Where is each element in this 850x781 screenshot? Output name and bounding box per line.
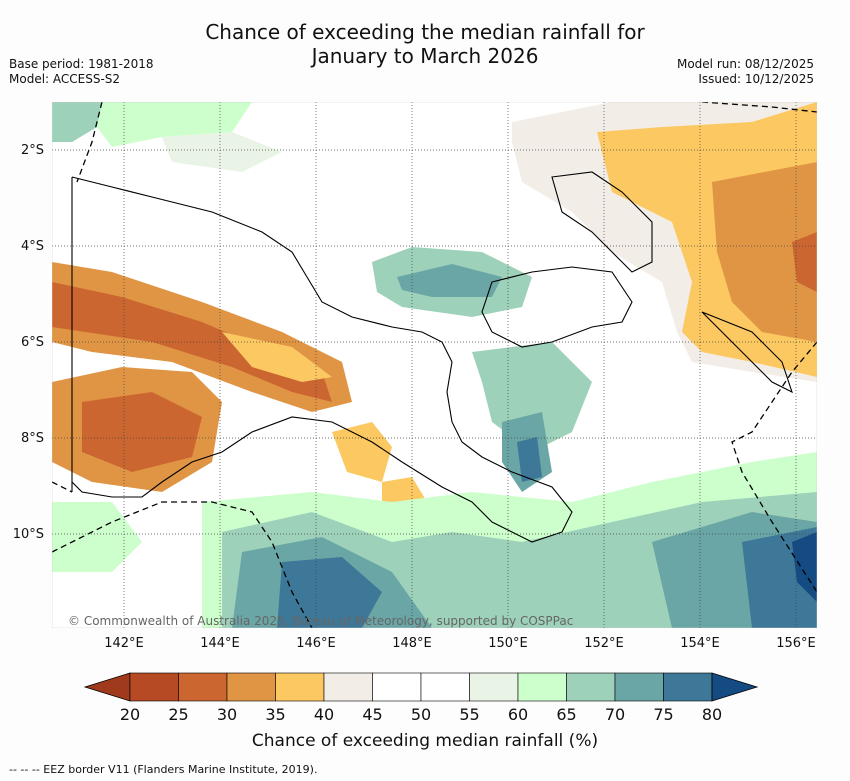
colorbar-tick-label: 45 bbox=[362, 705, 383, 724]
colorbar-tick-label: 65 bbox=[556, 705, 577, 724]
colorbar-cell bbox=[275, 672, 325, 702]
colorbar-tick-label: 60 bbox=[507, 705, 529, 724]
colorbar-tick-label: 40 bbox=[313, 705, 335, 724]
lat-label-8s: 8°S bbox=[20, 431, 44, 446]
lon-label-152e: 152°E bbox=[584, 636, 624, 651]
colorbar-extend-low bbox=[83, 672, 131, 702]
issued-date: Issued: 10/12/2025 bbox=[698, 72, 814, 86]
lat-label-2s: 2°S bbox=[20, 143, 44, 158]
lon-label-156e: 156°E bbox=[776, 636, 816, 651]
colorbar-tick-label: 80 bbox=[701, 705, 723, 724]
lat-label-6s: 6°S bbox=[20, 335, 44, 350]
lon-label-146e: 146°E bbox=[296, 636, 336, 651]
colorbar-tick-label: 55 bbox=[459, 705, 480, 724]
colorbar-cell bbox=[517, 672, 567, 702]
colorbar bbox=[83, 672, 759, 702]
rainfall-map bbox=[52, 102, 817, 628]
colorbar-cell bbox=[566, 672, 616, 702]
colorbar-cell bbox=[323, 672, 373, 702]
copyright-watermark: © Commonwealth of Australia 2025, Bureau… bbox=[68, 614, 574, 628]
lon-label-144e: 144°E bbox=[200, 636, 240, 651]
chart-title-line1: Chance of exceeding the median rainfall … bbox=[205, 20, 645, 44]
colorbar-cell bbox=[372, 672, 422, 702]
colorbar-tick-label: 20 bbox=[119, 705, 141, 724]
colorbar-cell bbox=[614, 672, 664, 702]
chart-title-line2: January to March 2026 bbox=[311, 44, 539, 68]
meta-right: Model run: 08/12/2025 Issued: 10/12/2025 bbox=[677, 57, 814, 87]
colorbar-cell bbox=[469, 672, 519, 702]
gridlines bbox=[52, 102, 817, 628]
lat-label-10s: 10°S bbox=[12, 527, 44, 542]
coastlines bbox=[71, 171, 793, 543]
colorbar-extend-high bbox=[711, 672, 759, 702]
colorbar-tick-label: 25 bbox=[168, 705, 189, 724]
model-run: Model run: 08/12/2025 bbox=[676, 57, 814, 71]
colorbar-tick-label: 50 bbox=[410, 705, 432, 724]
base-period: Base period: 1981-2018 bbox=[9, 57, 154, 71]
lon-label-148e: 148°E bbox=[392, 636, 432, 651]
colorbar-cell bbox=[129, 672, 179, 702]
lat-label-4s: 4°S bbox=[20, 239, 44, 254]
rainfall-contours bbox=[52, 102, 817, 628]
eez-border bbox=[52, 102, 817, 628]
eez-legend: -- -- -- EEZ border V11 (Flanders Marine… bbox=[9, 763, 318, 776]
colorbar-title: Chance of exceeding median rainfall (%) bbox=[251, 731, 599, 751]
lon-label-154e: 154°E bbox=[680, 636, 720, 651]
colorbar-tick-label: 35 bbox=[265, 705, 286, 724]
colorbar-cell bbox=[226, 672, 276, 702]
colorbar-cell bbox=[178, 672, 228, 702]
model-name: Model: ACCESS-S2 bbox=[9, 72, 121, 86]
colorbar-cell bbox=[663, 672, 713, 702]
meta-left: Base period: 1981-2018 Model: ACCESS-S2 bbox=[9, 57, 154, 87]
lon-label-142e: 142°E bbox=[104, 636, 144, 651]
colorbar-tick-label: 30 bbox=[216, 705, 238, 724]
colorbar-cell bbox=[420, 672, 470, 702]
lon-label-150e: 150°E bbox=[488, 636, 528, 651]
colorbar-tick-label: 70 bbox=[604, 705, 626, 724]
colorbar-tick-label: 75 bbox=[653, 705, 674, 724]
